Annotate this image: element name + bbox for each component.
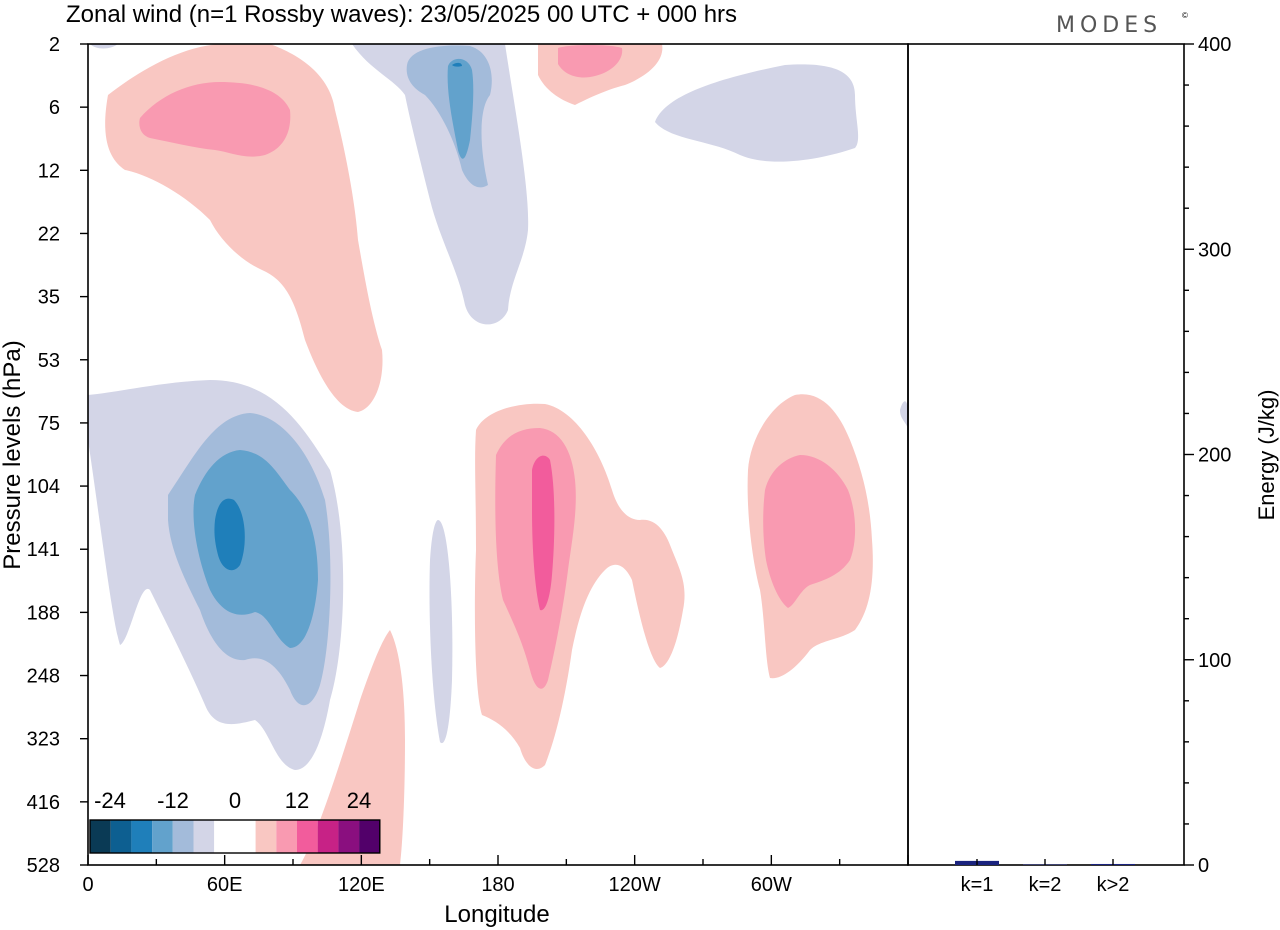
chart-title: Zonal wind (n=1 Rossby waves): 23/05/202…: [66, 1, 737, 28]
y-tick-label: 323: [27, 729, 60, 751]
colorbar-label: 24: [347, 788, 371, 813]
energy-bars: k=1 k=2 k>2: [955, 859, 1135, 896]
energy-axis: 0 100 200 300 400: [1184, 34, 1231, 877]
y-tick-label: 53: [38, 350, 60, 372]
energy-tick-label: 200: [1198, 445, 1231, 467]
energy-tick-label: 300: [1198, 239, 1231, 261]
energy-axis-label: Energy (J/kg): [1254, 390, 1279, 521]
contour-pos-10: [532, 455, 555, 611]
y-tick-label: 141: [27, 539, 60, 561]
colorbar-label: 0: [229, 788, 241, 813]
y-tick-label: 75: [38, 413, 60, 435]
energy-tick-label: 100: [1198, 650, 1231, 672]
contour-neg-3: [352, 44, 529, 325]
x-tick-label: 120E: [338, 874, 385, 896]
contour-field: [88, 44, 909, 865]
y-tick-label: 248: [27, 666, 60, 688]
colorbar-swatch: [317, 820, 339, 853]
contour-neg-11: [214, 498, 245, 571]
y-tick-label: 416: [27, 792, 60, 814]
x-tick-label: 180: [481, 874, 514, 896]
colorbar-label: 12: [285, 788, 309, 813]
x-tick-label: 0: [82, 874, 93, 896]
contour-neg-12: [452, 62, 462, 67]
x-tick-label: 60W: [751, 874, 792, 896]
contour-neg-10: [447, 58, 474, 159]
colorbar-swatch: [297, 820, 318, 853]
y-tick-label: 528: [27, 855, 60, 877]
colorbar-swatch: [234, 820, 256, 853]
colorbar-swatch: [214, 820, 235, 853]
colorbar-label: -24: [94, 788, 126, 813]
colorbar-swatch: [338, 820, 360, 853]
colorbar-swatch: [172, 820, 194, 853]
contour-neg-4: [655, 64, 859, 162]
contour-neg-9: [193, 450, 318, 648]
colorbar-label: -12: [157, 788, 189, 813]
modes-logo: MODES: [1056, 13, 1162, 38]
x-axis-label: Longitude: [444, 901, 549, 928]
y-axis: 2 6 12 22 35 53 75 104 141 188 248 323 416 528: [27, 34, 88, 877]
colorbar-swatch: [152, 820, 173, 853]
colorbar-swatch: [90, 820, 111, 853]
energy-tick-label: 0: [1198, 855, 1209, 877]
colorbar-swatch: [276, 820, 297, 853]
y-tick-label: 22: [38, 223, 60, 245]
y-axis-label: Pressure levels (hPa): [0, 340, 26, 569]
energy-category-label: k>2: [1097, 874, 1130, 896]
x-tick-label: 120W: [609, 874, 661, 896]
y-tick-label: 35: [38, 287, 60, 309]
energy-panel-frame: [907, 43, 1185, 866]
energy-category-label: k=2: [1029, 874, 1062, 896]
y-tick-label: 6: [49, 97, 60, 119]
x-tick-label: 60E: [207, 874, 243, 896]
colorbar-swatch: [131, 820, 153, 853]
y-tick-label: 12: [38, 160, 60, 182]
energy-tick-label: 400: [1198, 34, 1231, 56]
colorbar-swatch: [255, 820, 277, 853]
logo-copyright-mark: ©: [1182, 11, 1188, 20]
y-tick-label: 2: [49, 34, 60, 56]
contour-pos-7: [558, 45, 623, 78]
y-tick-label: 188: [27, 602, 60, 624]
colorbar-frame: [89, 819, 381, 854]
contour-neg-6: [90, 44, 118, 49]
colorbar-swatch: [359, 820, 380, 853]
contour-pos-6: [139, 82, 291, 157]
contour-pos-5: [300, 630, 405, 865]
colorbar-legend: -24 -12 0 12 24: [89, 788, 381, 854]
y-tick-label: 104: [27, 476, 60, 498]
contour-neg-2: [429, 520, 453, 744]
colorbar-swatch: [110, 820, 132, 853]
energy-category-label: k=1: [961, 874, 994, 896]
colorbar-swatch: [193, 820, 215, 853]
x-axis: 0 60E 120E 180 120W 60W: [82, 855, 909, 896]
contour-neg-5: [900, 401, 909, 428]
contour-pos-9: [763, 455, 856, 608]
